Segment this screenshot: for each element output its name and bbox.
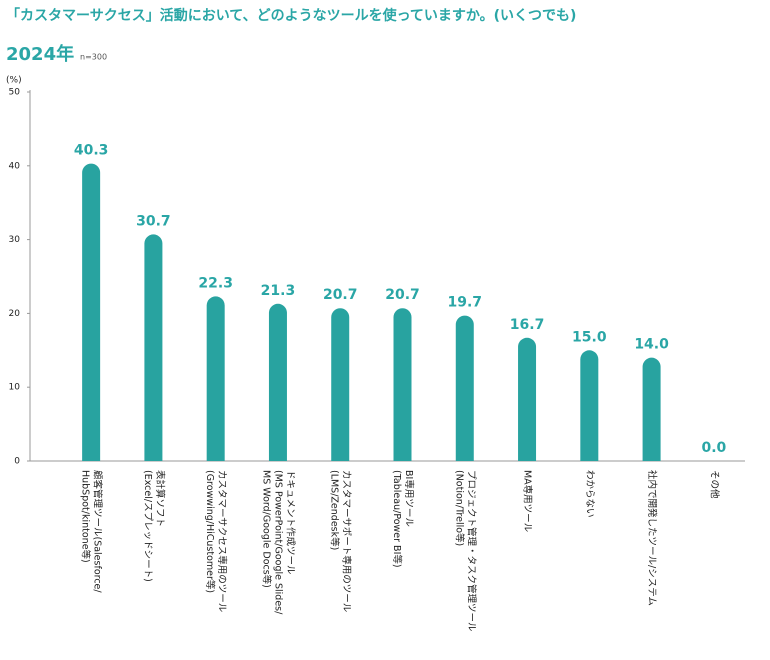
x-tick-label: MS Word/Google Docs等) bbox=[260, 470, 272, 588]
bar bbox=[144, 234, 163, 461]
x-tick-label: 社内で開発したツール/システム bbox=[646, 470, 658, 606]
x-tick-label: 表計算ソフト bbox=[154, 470, 166, 527]
bar bbox=[331, 308, 350, 461]
y-tick-label: 20 bbox=[9, 309, 21, 319]
bar bbox=[206, 296, 225, 461]
x-tick-label: (LMS/Zendesk等) bbox=[329, 470, 341, 550]
value-label: 16.7 bbox=[510, 317, 545, 333]
value-label: 22.3 bbox=[198, 275, 233, 291]
bar bbox=[642, 357, 661, 461]
value-label: 14.0 bbox=[634, 337, 669, 353]
x-tick-label: 顧客管理ツール(Salesforce/ bbox=[92, 470, 104, 593]
x-tick-label: その他 bbox=[708, 470, 720, 499]
x-tick-label: ドキュメント作成ツール bbox=[284, 470, 296, 575]
x-tick-label: (Growwing/HiCustomer等) bbox=[204, 470, 216, 593]
value-label: 19.7 bbox=[447, 295, 482, 311]
value-label: 15.0 bbox=[572, 329, 607, 345]
x-tick-label: プロジェクト管理・タスク管理ツール bbox=[465, 470, 477, 632]
bar bbox=[82, 163, 101, 461]
x-tick-label: MA専用ツール bbox=[522, 470, 534, 533]
bar bbox=[393, 308, 412, 461]
x-tick-label: BI専用ツール bbox=[403, 470, 415, 527]
bar bbox=[268, 303, 287, 461]
bar bbox=[518, 337, 537, 461]
x-tick-label: カスタマーサポート専用のツール bbox=[341, 470, 353, 613]
bar bbox=[580, 350, 599, 461]
x-tick-label: (MS PowerPoint/Google Slides/ bbox=[272, 470, 283, 615]
x-tick-label: HubSpot/kintone等) bbox=[80, 470, 92, 563]
y-tick-label: 0 bbox=[14, 457, 20, 467]
sample-size: n=300 bbox=[80, 53, 107, 62]
value-label: 40.3 bbox=[74, 143, 109, 159]
bar bbox=[455, 315, 474, 461]
y-tick-label: 40 bbox=[9, 161, 21, 171]
y-tick-label: 30 bbox=[9, 235, 21, 245]
value-label: 21.3 bbox=[261, 283, 296, 299]
value-label: 30.7 bbox=[136, 213, 171, 229]
value-label: 20.7 bbox=[323, 287, 358, 303]
chart-subtitle: 2024年 bbox=[6, 43, 74, 65]
y-axis-label: (%) bbox=[6, 76, 22, 86]
x-tick-label: (Tableau/Power BI等) bbox=[391, 470, 403, 568]
x-tick-label: (Notion/Trello等) bbox=[453, 470, 465, 546]
x-tick-label: カスタマーサクセス専用のツール bbox=[216, 470, 228, 613]
y-tick-label: 10 bbox=[9, 383, 21, 393]
y-tick-label: 50 bbox=[9, 88, 21, 98]
chart-title: 「カスタマーサクセス」活動において、どのようなツールを使っていますか。(いくつで… bbox=[6, 7, 576, 24]
x-tick-label: (Excel/スプレッドシート) bbox=[142, 470, 153, 582]
value-label: 0.0 bbox=[701, 440, 726, 456]
x-tick-label: わからない bbox=[584, 470, 595, 518]
value-label: 20.7 bbox=[385, 287, 420, 303]
